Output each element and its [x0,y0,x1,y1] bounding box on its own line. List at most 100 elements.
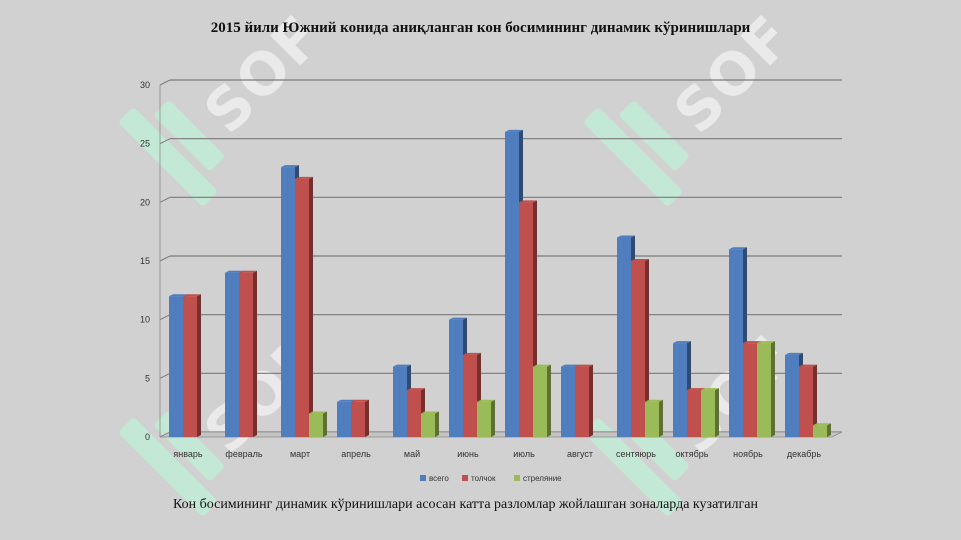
legend-swatch [514,475,520,481]
bar [309,413,323,437]
x-tick-label: декабрь [787,449,822,459]
bar [169,296,183,437]
bar-top [421,411,439,414]
bar-top [463,352,481,355]
bar [743,343,757,437]
bar-side [435,411,439,437]
bar-side [197,294,201,437]
bar [645,401,659,437]
bar-top [533,364,551,367]
legend-label: всего [429,474,449,483]
x-tick-label: февраль [225,449,262,459]
chart-floor [159,431,843,438]
bar-top [673,341,691,344]
legend-label: толчок [471,474,496,483]
x-tick-label: июль [513,449,535,459]
bar-side [813,364,817,437]
bar-top [407,388,425,391]
bar-top [561,364,579,367]
bar [687,390,701,437]
bar [477,401,491,437]
bar [337,401,351,437]
bar [799,366,813,437]
slide-caption: Кон босимининг динамик кўринишлари асоса… [173,497,758,512]
gridline [159,138,171,145]
bar [631,261,645,437]
bar-top [505,129,523,132]
bar-top [785,352,803,355]
bar-top [799,364,817,367]
bar [449,319,463,437]
bar-side [645,259,649,437]
bar [701,390,715,437]
bar-top [687,388,705,391]
x-tick-label: июнь [457,449,479,459]
bar-side [827,423,831,437]
y-tick-label: 10 [140,315,150,325]
bar-top [281,165,299,168]
bar [757,343,771,437]
bar-side [491,399,495,437]
gridline [159,196,171,203]
bar-top [631,259,649,261]
bar-side [253,270,257,437]
chart-title: 2015 йили Южний конида аниқланган кон бо… [210,20,751,36]
bar-top [729,247,747,250]
y-tick-label: 5 [145,373,150,383]
bar-top [813,423,831,426]
y-tick-label: 30 [140,80,150,90]
x-tick-label: май [404,449,420,459]
bar [561,366,575,437]
bar-side [659,399,663,437]
bar [785,354,799,437]
bar [351,401,365,437]
bar [183,296,197,437]
bar-side [771,341,775,437]
bar-top [701,388,719,391]
bar-top [183,294,201,297]
bar [813,425,827,437]
gridline [159,79,171,86]
gridline [159,314,171,321]
bar [295,178,309,437]
bar [421,413,435,437]
bar [281,167,295,437]
y-tick-label: 20 [140,197,150,207]
bar-side [547,364,551,437]
bar [393,366,407,437]
bar-top [337,399,355,402]
x-tick-label: сентяюрь [616,449,656,459]
y-tick-label: 0 [145,432,150,442]
bar-side [323,411,327,437]
x-tick-label: январь [173,449,203,459]
bar [617,237,631,437]
x-tick-label: апрель [341,449,371,459]
bar-side [715,388,719,437]
bar-top [225,270,243,273]
bar [575,366,589,437]
bar-side [365,399,369,437]
bar [519,202,533,437]
bar-top [757,341,775,344]
y-tick-label: 25 [140,139,150,149]
bar [463,354,477,437]
bar-top [393,364,411,367]
x-tick-label: октябрь [676,449,709,459]
bar-side [589,364,593,437]
gridline [159,372,171,379]
bar-top [743,341,761,344]
legend-swatch [420,475,426,481]
bar-top [351,399,369,402]
bar-top [169,294,187,297]
bar-top [309,411,327,414]
bar [729,249,743,437]
y-tick-label: 15 [140,256,150,266]
bar [533,366,547,437]
bar-top [617,235,635,238]
bar-top [295,176,313,179]
bar-top [449,317,467,320]
legend-swatch [462,475,468,481]
bar-side [309,176,313,437]
x-tick-label: август [567,449,593,459]
